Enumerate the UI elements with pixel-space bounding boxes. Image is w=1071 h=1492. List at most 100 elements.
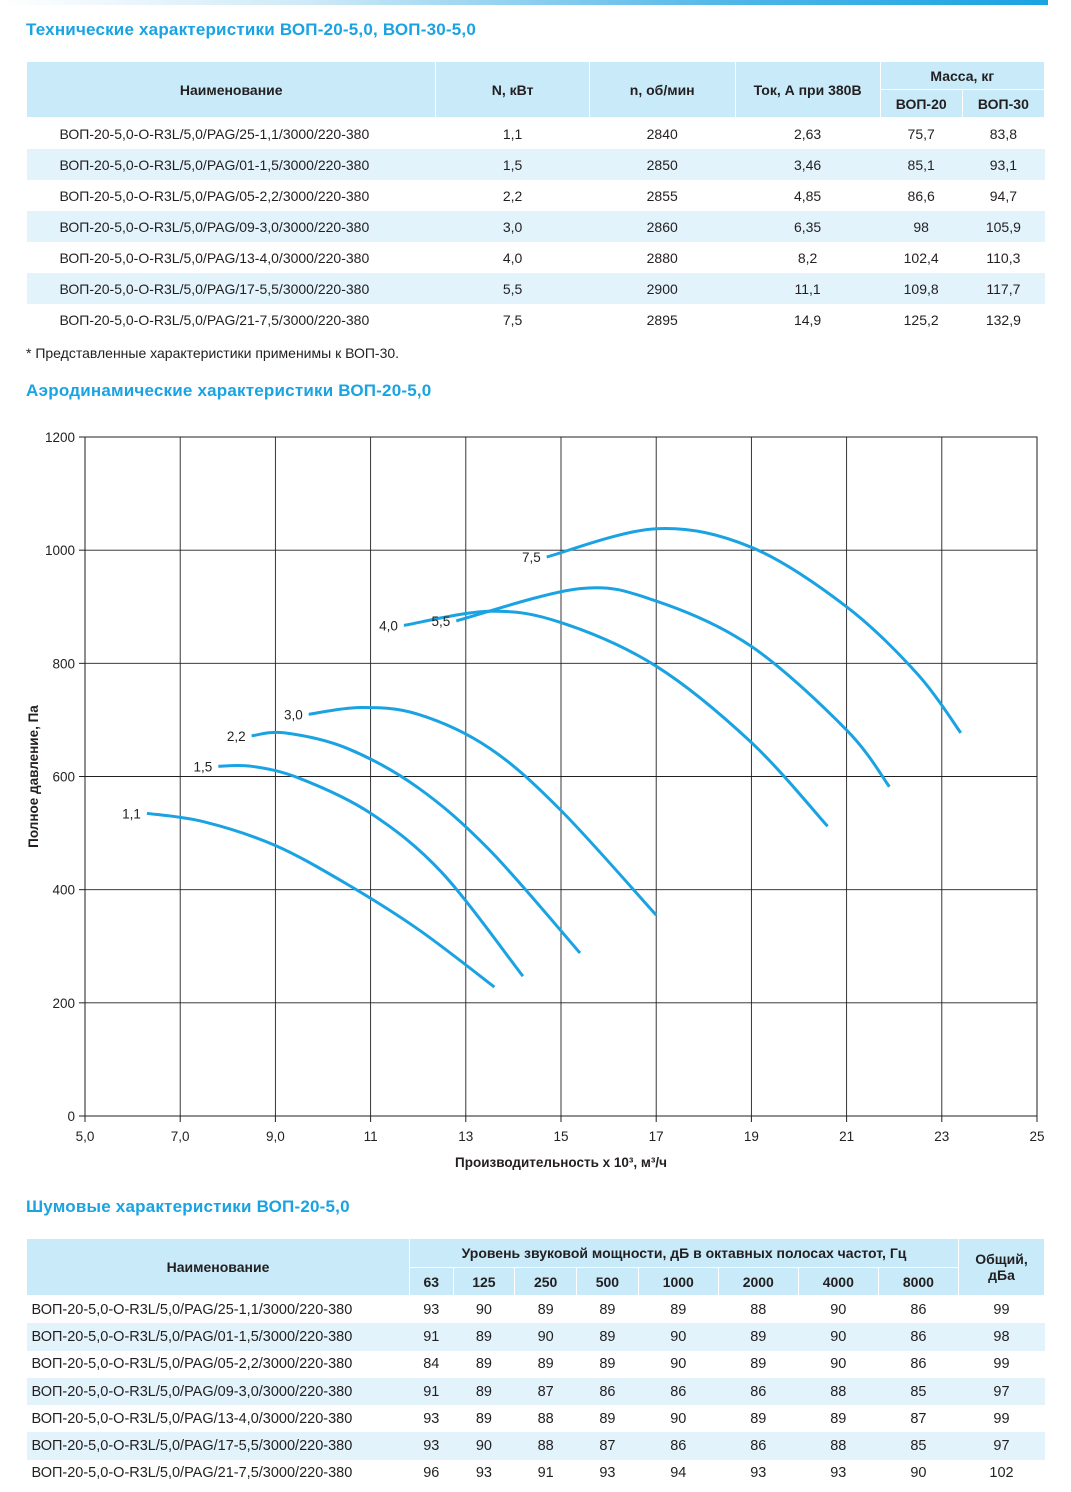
cell-band-level: 94: [670, 1465, 687, 1482]
cell-mass30: 110,3: [986, 249, 1021, 266]
tech-table-body: ВОП-20-5,0-O-R3L/5,0/PAG/25-1,1/3000/220…: [26, 118, 1045, 336]
cell-band-level: 86: [718, 1432, 799, 1460]
cell-name: ВОП-20-5,0-O-R3L/5,0/PAG/17-5,5/3000/220…: [26, 273, 436, 304]
cell-band-level: 93: [409, 1432, 454, 1460]
cell-power: 5,5: [435, 273, 590, 304]
cell-name: ВОП-20-5,0-O-R3L/5,0/PAG/05-2,2/3000/220…: [59, 187, 370, 204]
band-header: 250: [514, 1267, 578, 1296]
fan-curve-3-0: [308, 705, 658, 917]
col-header-rpm: n, об/мин: [588, 61, 736, 118]
cell-name: ВОП-20-5,0-O-R3L/5,0/PAG/13-4,0/3000/220…: [59, 249, 370, 266]
band-header: 125: [452, 1267, 516, 1296]
cell-power: 3,0: [435, 211, 590, 242]
y-tick-label: 800: [52, 656, 75, 671]
x-tick-label: 17: [649, 1129, 664, 1144]
cell-total: 99: [993, 1301, 1010, 1318]
cell-name: ВОП-20-5,0-O-R3L/5,0/PAG/01-1,5/3000/220…: [26, 1323, 410, 1351]
cell-current: 3,46: [735, 149, 881, 180]
cell-band-level: 88: [750, 1301, 767, 1318]
cell-power: 1,1: [502, 125, 523, 142]
cell-rpm: 2895: [646, 311, 678, 328]
noise-table: Наименование Уровень звуковой мощности, …: [26, 1238, 1045, 1487]
cell-mass20: 75,7: [907, 125, 935, 142]
cell-band-level: 87: [514, 1377, 577, 1406]
x-tick-label: 25: [1029, 1129, 1044, 1144]
cell-power: 1,5: [435, 149, 590, 180]
y-tick-label: 600: [52, 770, 75, 785]
cell-mass30: 105,9: [962, 211, 1045, 242]
cell-mass30: 117,7: [962, 273, 1045, 304]
col-header-mass: Масса, кг: [879, 61, 1046, 90]
cell-rpm: 2840: [646, 125, 678, 142]
fan-curve-7-5: [546, 526, 963, 734]
cell-band-level: 89: [830, 1410, 847, 1427]
cell-name: ВОП-20-5,0-O-R3L/5,0/PAG/01-1,5/3000/220…: [26, 149, 436, 180]
cell-band-level: 89: [599, 1410, 616, 1427]
band-header: 2000: [717, 1267, 799, 1296]
y-tick-label: 400: [52, 883, 75, 898]
band-header: 8000: [877, 1267, 960, 1296]
cell-band-level: 86: [638, 1377, 719, 1406]
table-row: ВОП-20-5,0-O-R3L/5,0/PAG/17-5,5/3000/220…: [26, 1432, 1045, 1460]
x-tick-label: 11: [364, 1129, 378, 1144]
cell-band-level: 88: [798, 1432, 879, 1460]
fan-curve-2-2: [251, 730, 582, 954]
cell-rpm: 2850: [589, 149, 736, 180]
curve-label: 1,1: [122, 806, 141, 821]
cell-name: ВОП-20-5,0-O-R3L/5,0/PAG/17-5,5/3000/220…: [26, 1432, 410, 1460]
cell-band-level: 91: [409, 1377, 454, 1406]
x-tick-label: 21: [839, 1129, 854, 1144]
cell-band-level: 89: [750, 1410, 767, 1427]
noise-section-title: Шумовые характеристики ВОП-20-5,0: [26, 1197, 350, 1216]
cell-rpm: 2880: [646, 249, 678, 266]
y-axis-label: Полное давление, Па: [26, 705, 41, 848]
cell-band-level: 90: [910, 1465, 927, 1482]
cell-mass30: 93,1: [962, 149, 1045, 180]
cell-rpm: 2860: [589, 211, 736, 242]
cell-name: ВОП-20-5,0-O-R3L/5,0/PAG/25-1,1/3000/220…: [59, 125, 370, 142]
table-row: ВОП-20-5,0-O-R3L/5,0/PAG/01-1,5/3000/220…: [26, 1323, 1045, 1351]
noise-col-header-level: Уровень звуковой мощности, дБ в октавных…: [409, 1238, 959, 1268]
cell-rpm: 2855: [646, 187, 678, 204]
cell-band-level: 87: [576, 1432, 639, 1460]
cell-band-level: 93: [599, 1465, 616, 1482]
cell-band-level: 86: [910, 1356, 927, 1373]
cell-mass30: 132,9: [985, 311, 1021, 328]
cell-band-level: 84: [423, 1356, 440, 1373]
cell-total: 99: [993, 1356, 1010, 1373]
cell-band-level: 93: [750, 1465, 767, 1482]
cell-band-level: 90: [514, 1323, 577, 1351]
tech-spec-table: Наименование N, кВт n, об/мин Ток, А при…: [25, 61, 1046, 336]
cell-band-level: 93: [423, 1301, 440, 1318]
cell-total: 97: [958, 1377, 1045, 1406]
x-tick-label: 5,0: [76, 1129, 95, 1144]
cell-band-level: 91: [409, 1323, 454, 1351]
cell-mass20: 109,8: [880, 273, 963, 304]
cell-mass20: 102,4: [903, 249, 939, 266]
cell-name: ВОП-20-5,0-O-R3L/5,0/PAG/13-4,0/3000/220…: [31, 1410, 353, 1427]
curve-label: 7,5: [522, 550, 541, 565]
curve-label: 5,5: [431, 614, 450, 629]
cell-band-level: 89: [453, 1377, 515, 1406]
aero-section-title: Аэродинамические характеристики ВОП-20-5…: [26, 381, 432, 400]
y-tick-label: 1000: [45, 543, 75, 558]
table-row: ВОП-20-5,0-O-R3L/5,0/PAG/25-1,1/3000/220…: [27, 1296, 1045, 1324]
cell-power: 4,0: [502, 249, 523, 266]
cell-name: ВОП-20-5,0-O-R3L/5,0/PAG/09-3,0/3000/220…: [26, 211, 436, 242]
cell-band-level: 89: [537, 1356, 554, 1373]
cell-band-level: 86: [638, 1432, 719, 1460]
y-tick-label: 1200: [45, 430, 75, 445]
cell-mass20: 86,6: [907, 187, 935, 204]
table-row: ВОП-20-5,0-O-R3L/5,0/PAG/25-1,1/3000/220…: [27, 118, 1045, 150]
noise-table-body: ВОП-20-5,0-O-R3L/5,0/PAG/25-1,1/3000/220…: [26, 1296, 1045, 1488]
table-row: ВОП-20-5,0-O-R3L/5,0/PAG/01-1,5/3000/220…: [26, 149, 1045, 180]
cell-band-level: 90: [830, 1301, 847, 1318]
cell-band-level: 89: [475, 1410, 492, 1427]
cell-band-level: 89: [576, 1323, 639, 1351]
cell-band-level: 89: [599, 1356, 616, 1373]
cell-mass20: 98: [880, 211, 963, 242]
cell-total: 99: [993, 1410, 1010, 1427]
cell-mass30: 94,7: [989, 187, 1017, 204]
cell-band-level: 96: [423, 1465, 440, 1482]
fan-curve-1-1: [146, 811, 496, 989]
